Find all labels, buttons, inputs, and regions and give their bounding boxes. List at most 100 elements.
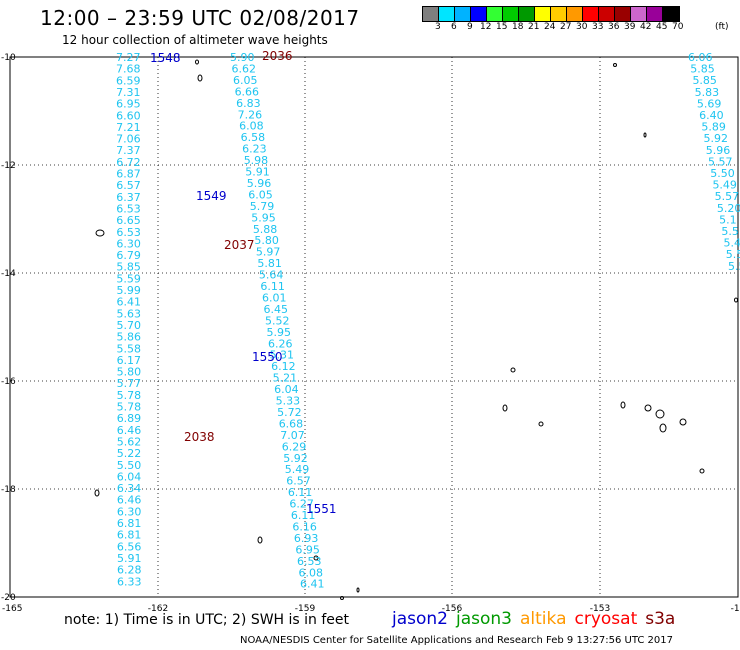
map-subtitle: 12 hour collection of altimeter wave hei…: [62, 33, 328, 47]
y-tick-label: -18: [1, 485, 16, 495]
swh-value: 5.50: [117, 459, 141, 472]
pass-time-label: 1549: [196, 189, 227, 203]
colorbar-label: 12: [480, 22, 492, 32]
swh-value: 6.01: [262, 291, 287, 304]
colorbar-cell: [615, 7, 631, 21]
swh-value: 5.91: [117, 552, 142, 565]
swh-value: 6.11: [260, 280, 285, 293]
x-tick-label: -162: [148, 604, 168, 614]
legend-jason3: jason3: [456, 609, 512, 629]
island-outline: [356, 587, 360, 593]
swh-value: 6.58: [241, 131, 265, 144]
swh-value: 5.79: [250, 200, 274, 213]
swh-value: 5.4: [724, 237, 740, 250]
swh-value: 5.49: [285, 463, 310, 476]
swh-value: 6.17: [117, 354, 142, 367]
swh-value: 5.80: [254, 234, 279, 247]
colorbar-cell: [567, 7, 583, 21]
swh-value: 6.79: [116, 249, 141, 262]
swh-value: 6.72: [116, 156, 141, 169]
swh-value: 6.60: [116, 109, 141, 122]
colorbar-cell: [551, 7, 567, 21]
swh-value: 6.04: [117, 470, 142, 483]
swh-value: 7.07: [280, 429, 305, 442]
island-outline: [643, 132, 647, 138]
legend-cryosat: cryosat: [574, 609, 638, 629]
swh-value: 6.46: [117, 424, 142, 437]
pass-time-label: 2038: [184, 430, 215, 444]
swh-value: 5.83: [695, 86, 720, 99]
footer-note: note: 1) Time is in UTC; 2) SWH is in fe…: [64, 612, 350, 628]
swh-value: 5.70: [117, 319, 142, 332]
colorbar-label: 42: [640, 22, 652, 32]
footer-credit: NOAA/NESDIS Center for Satellite Applica…: [240, 635, 673, 646]
swh-value: 5.62: [117, 435, 142, 448]
colorbar-cell: [439, 7, 455, 21]
swh-value: 5.92: [704, 132, 729, 145]
swh-value: 5.69: [697, 97, 722, 110]
swh-value: 5.5: [728, 260, 740, 273]
swh-value: 5.95: [251, 211, 276, 224]
swh-value: 7.21: [116, 121, 141, 134]
pass-time-label: 1551: [306, 502, 337, 516]
colorbar-unit: (ft): [715, 22, 729, 32]
swh-value: 6.26: [268, 337, 293, 350]
swh-value: 7.37: [116, 144, 141, 157]
colorbar-cell: [471, 7, 487, 21]
swh-value: 5.57: [708, 155, 733, 168]
swh-value: 5.92: [283, 452, 308, 465]
swh-value: 6.30: [117, 505, 142, 518]
swh-value: 5.90: [230, 51, 255, 64]
colorbar-label: 33: [592, 22, 604, 32]
swh-value: 5.91: [245, 166, 270, 179]
swh-value: 5.98: [244, 154, 269, 167]
swh-value: 6.65: [116, 214, 141, 227]
island-outline: [659, 423, 667, 433]
island-outline: [340, 596, 344, 600]
y-tick-label: -20: [1, 593, 16, 603]
swh-value: 5.95: [267, 326, 292, 339]
swh-value: 6.33: [117, 575, 142, 588]
colorbar-label: 6: [451, 22, 457, 32]
colorbar-label: 21: [528, 22, 540, 32]
swh-value: 5.5: [721, 225, 739, 238]
swh-value: 6.83: [236, 97, 261, 110]
swh-value: 6.81: [117, 517, 142, 530]
swh-value: 5.88: [253, 223, 278, 236]
swh-value: 5.20: [717, 202, 740, 215]
swh-value: 6.46: [117, 494, 142, 507]
island-outline: [197, 74, 203, 82]
island-outline: [538, 421, 544, 427]
legend-altika: altika: [520, 609, 567, 629]
swh-value: 5.80: [117, 366, 142, 379]
swh-value: 5.81: [257, 257, 282, 270]
swh-value: 5.85: [690, 63, 715, 76]
swh-value: 7.26: [238, 108, 263, 121]
swh-value: 6.89: [117, 412, 142, 425]
swh-value: 6.66: [235, 85, 260, 98]
swh-value: 5.50: [710, 167, 735, 180]
island-outline: [95, 229, 105, 237]
colorbar-cell: [423, 7, 439, 21]
pass-time-label: 1550: [252, 350, 283, 364]
swh-value: 6.30: [116, 237, 141, 250]
x-tick-label: -153: [590, 604, 610, 614]
island-outline: [734, 297, 738, 303]
swh-value: 5.96: [706, 144, 731, 157]
swh-value: 6.57: [286, 475, 311, 488]
swh-value: 5.96: [247, 177, 272, 190]
island-outline: [699, 468, 705, 474]
y-tick-label: -14: [1, 269, 16, 279]
swh-value: 6.53: [297, 555, 322, 568]
y-tick-label: -10: [1, 53, 16, 63]
swh-value: 6.53: [116, 202, 140, 215]
swh-value: 6.68: [279, 417, 304, 430]
swh-value: 5.85: [116, 261, 140, 274]
swh-value: 5.21: [273, 372, 298, 385]
swh-value: 6.06: [688, 51, 713, 64]
island-outline: [644, 404, 652, 412]
colorbar-cell: [503, 7, 519, 21]
swh-value: 6.45: [263, 303, 288, 316]
island-outline: [679, 418, 687, 426]
